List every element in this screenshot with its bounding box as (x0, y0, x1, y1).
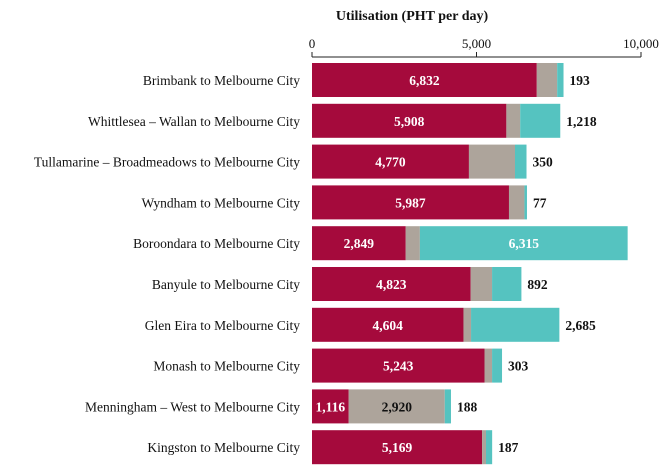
bar-segment (312, 63, 537, 97)
bar-segment (419, 226, 628, 261)
data-label: 193 (570, 73, 591, 88)
bar-segment (312, 307, 464, 342)
data-label: 1,116 (316, 399, 346, 414)
data-label: 5,169 (382, 440, 413, 455)
x-tick-label: 0 (309, 36, 316, 51)
category-label: Menningham – West to Melbourne City (85, 399, 300, 414)
category-label: Wyndham to Melbourne City (141, 195, 300, 210)
bar-segment (508, 185, 525, 220)
bar-segment (405, 226, 420, 261)
data-label: 2,920 (382, 399, 413, 414)
data-label: 188 (457, 399, 478, 414)
x-tick-label: 5,000 (462, 36, 491, 51)
data-label: 892 (527, 277, 548, 292)
category-label: Whittlesea – Wallan to Melbourne City (88, 114, 300, 129)
bar-segment (312, 348, 485, 383)
category-label: Banyule to Melbourne City (152, 277, 300, 292)
category-label: Glen Eira to Melbourne City (145, 318, 300, 333)
data-label: 4,770 (375, 155, 406, 170)
bar-segment (492, 348, 503, 383)
bar-segment (557, 63, 564, 97)
data-label: 2,685 (565, 318, 596, 333)
bar-segment (492, 267, 522, 301)
bar-segment (471, 307, 560, 342)
bar-segment (506, 103, 521, 138)
bar-segment (484, 348, 493, 383)
data-label: 2,849 (344, 236, 375, 251)
data-label: 5,243 (383, 359, 414, 374)
x-axis: 0 5,000 10,000 (309, 36, 659, 58)
bar-segment (482, 430, 487, 465)
bar-segment (312, 226, 406, 261)
bar-segment (486, 430, 493, 465)
bar-segment (463, 307, 472, 342)
data-label: 6,315 (509, 236, 540, 251)
bar-segment (514, 144, 527, 179)
data-labels: 6,832 193 5,908 1,218 4,770 350 5,987 77 2,849 6,… (316, 73, 597, 455)
data-label: 303 (508, 359, 529, 374)
bar-segment (312, 267, 471, 301)
category-label: Kingston to Melbourne City (147, 440, 300, 455)
data-label: 5,908 (394, 114, 425, 129)
category-label: Brimbank to Melbourne City (143, 73, 300, 88)
data-label: 6,832 (409, 73, 440, 88)
category-label: Monash to Melbourne City (153, 359, 300, 374)
bar-segment (312, 185, 509, 220)
bar-segment (312, 103, 507, 138)
category-label: Tullamarine – Broadmeadows to Melbourne … (34, 155, 300, 170)
category-label: Boroondara to Melbourne City (133, 236, 300, 251)
bar-segment (470, 267, 493, 301)
data-label: 5,987 (395, 195, 426, 210)
bar-segment (444, 389, 451, 424)
x-tick-label: 10,000 (623, 36, 659, 51)
data-label: 350 (533, 155, 554, 170)
bar-segment (468, 144, 515, 179)
bar-segment (312, 430, 483, 465)
bar-segment (312, 389, 349, 424)
bar-segment (524, 185, 527, 220)
bar-segment (520, 103, 561, 138)
bar-segment (536, 63, 558, 97)
bar-segment (312, 144, 469, 179)
data-label: 77 (533, 195, 547, 210)
category-labels: Brimbank to Melbourne City Whittlesea – W… (34, 73, 300, 455)
data-label: 187 (498, 440, 519, 455)
chart-title: Utilisation (PHT per day) (336, 9, 489, 24)
data-label: 4,823 (376, 277, 407, 292)
data-label: 1,218 (566, 114, 597, 129)
data-label: 4,604 (373, 318, 404, 333)
bar-segment (348, 389, 445, 424)
bars (312, 63, 628, 465)
